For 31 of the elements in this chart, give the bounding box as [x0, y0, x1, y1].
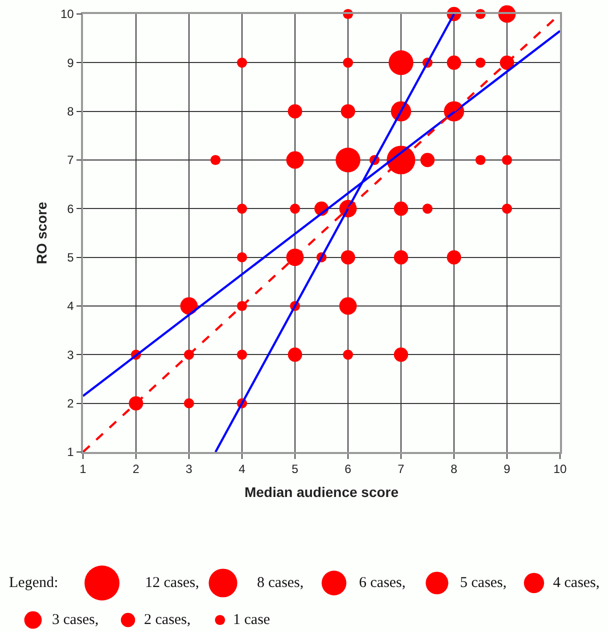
x-tick-label: 6: [344, 462, 352, 476]
y-tick-label: 10: [60, 7, 74, 22]
x-tick-label: 7: [398, 462, 405, 476]
y-tick-label: 1: [67, 445, 74, 460]
legend-title: Legend:: [9, 575, 58, 591]
legend-label: 5 cases,: [460, 575, 507, 591]
x-tick-label: 8: [450, 462, 458, 476]
legend-label: 1 case: [233, 612, 270, 628]
x-tick-label: 3: [186, 462, 193, 476]
x-tick-label: 10: [553, 462, 567, 476]
x-axis-title: Median audience score: [244, 484, 399, 500]
y-tick-label: 8: [67, 104, 74, 119]
y-tick-label: 5: [67, 250, 74, 265]
x-tick-label: 9: [504, 462, 511, 476]
x-tick-label: 4: [238, 462, 246, 476]
y-tick-label: 3: [67, 348, 74, 362]
legend-label: 12 cases,: [145, 575, 200, 591]
y-tick-label: 4: [67, 299, 74, 314]
legend-label: 4 cases,: [553, 575, 600, 591]
x-tick-label: 2: [132, 462, 140, 476]
y-tick-label: 6: [67, 202, 74, 216]
y-tick-label: 9: [67, 56, 74, 70]
x-tick-label: 5: [292, 462, 299, 476]
y-tick-label: 7: [67, 153, 74, 168]
y-axis-title: RO score: [34, 202, 50, 264]
legend-label: 6 cases,: [359, 575, 406, 591]
x-tick-label: 1: [80, 462, 87, 476]
legend-label: 3 cases,: [52, 612, 99, 628]
legend-label: 8 cases,: [257, 575, 304, 591]
y-tick-label: 2: [67, 396, 74, 411]
legend-label: 2 cases,: [144, 612, 191, 628]
